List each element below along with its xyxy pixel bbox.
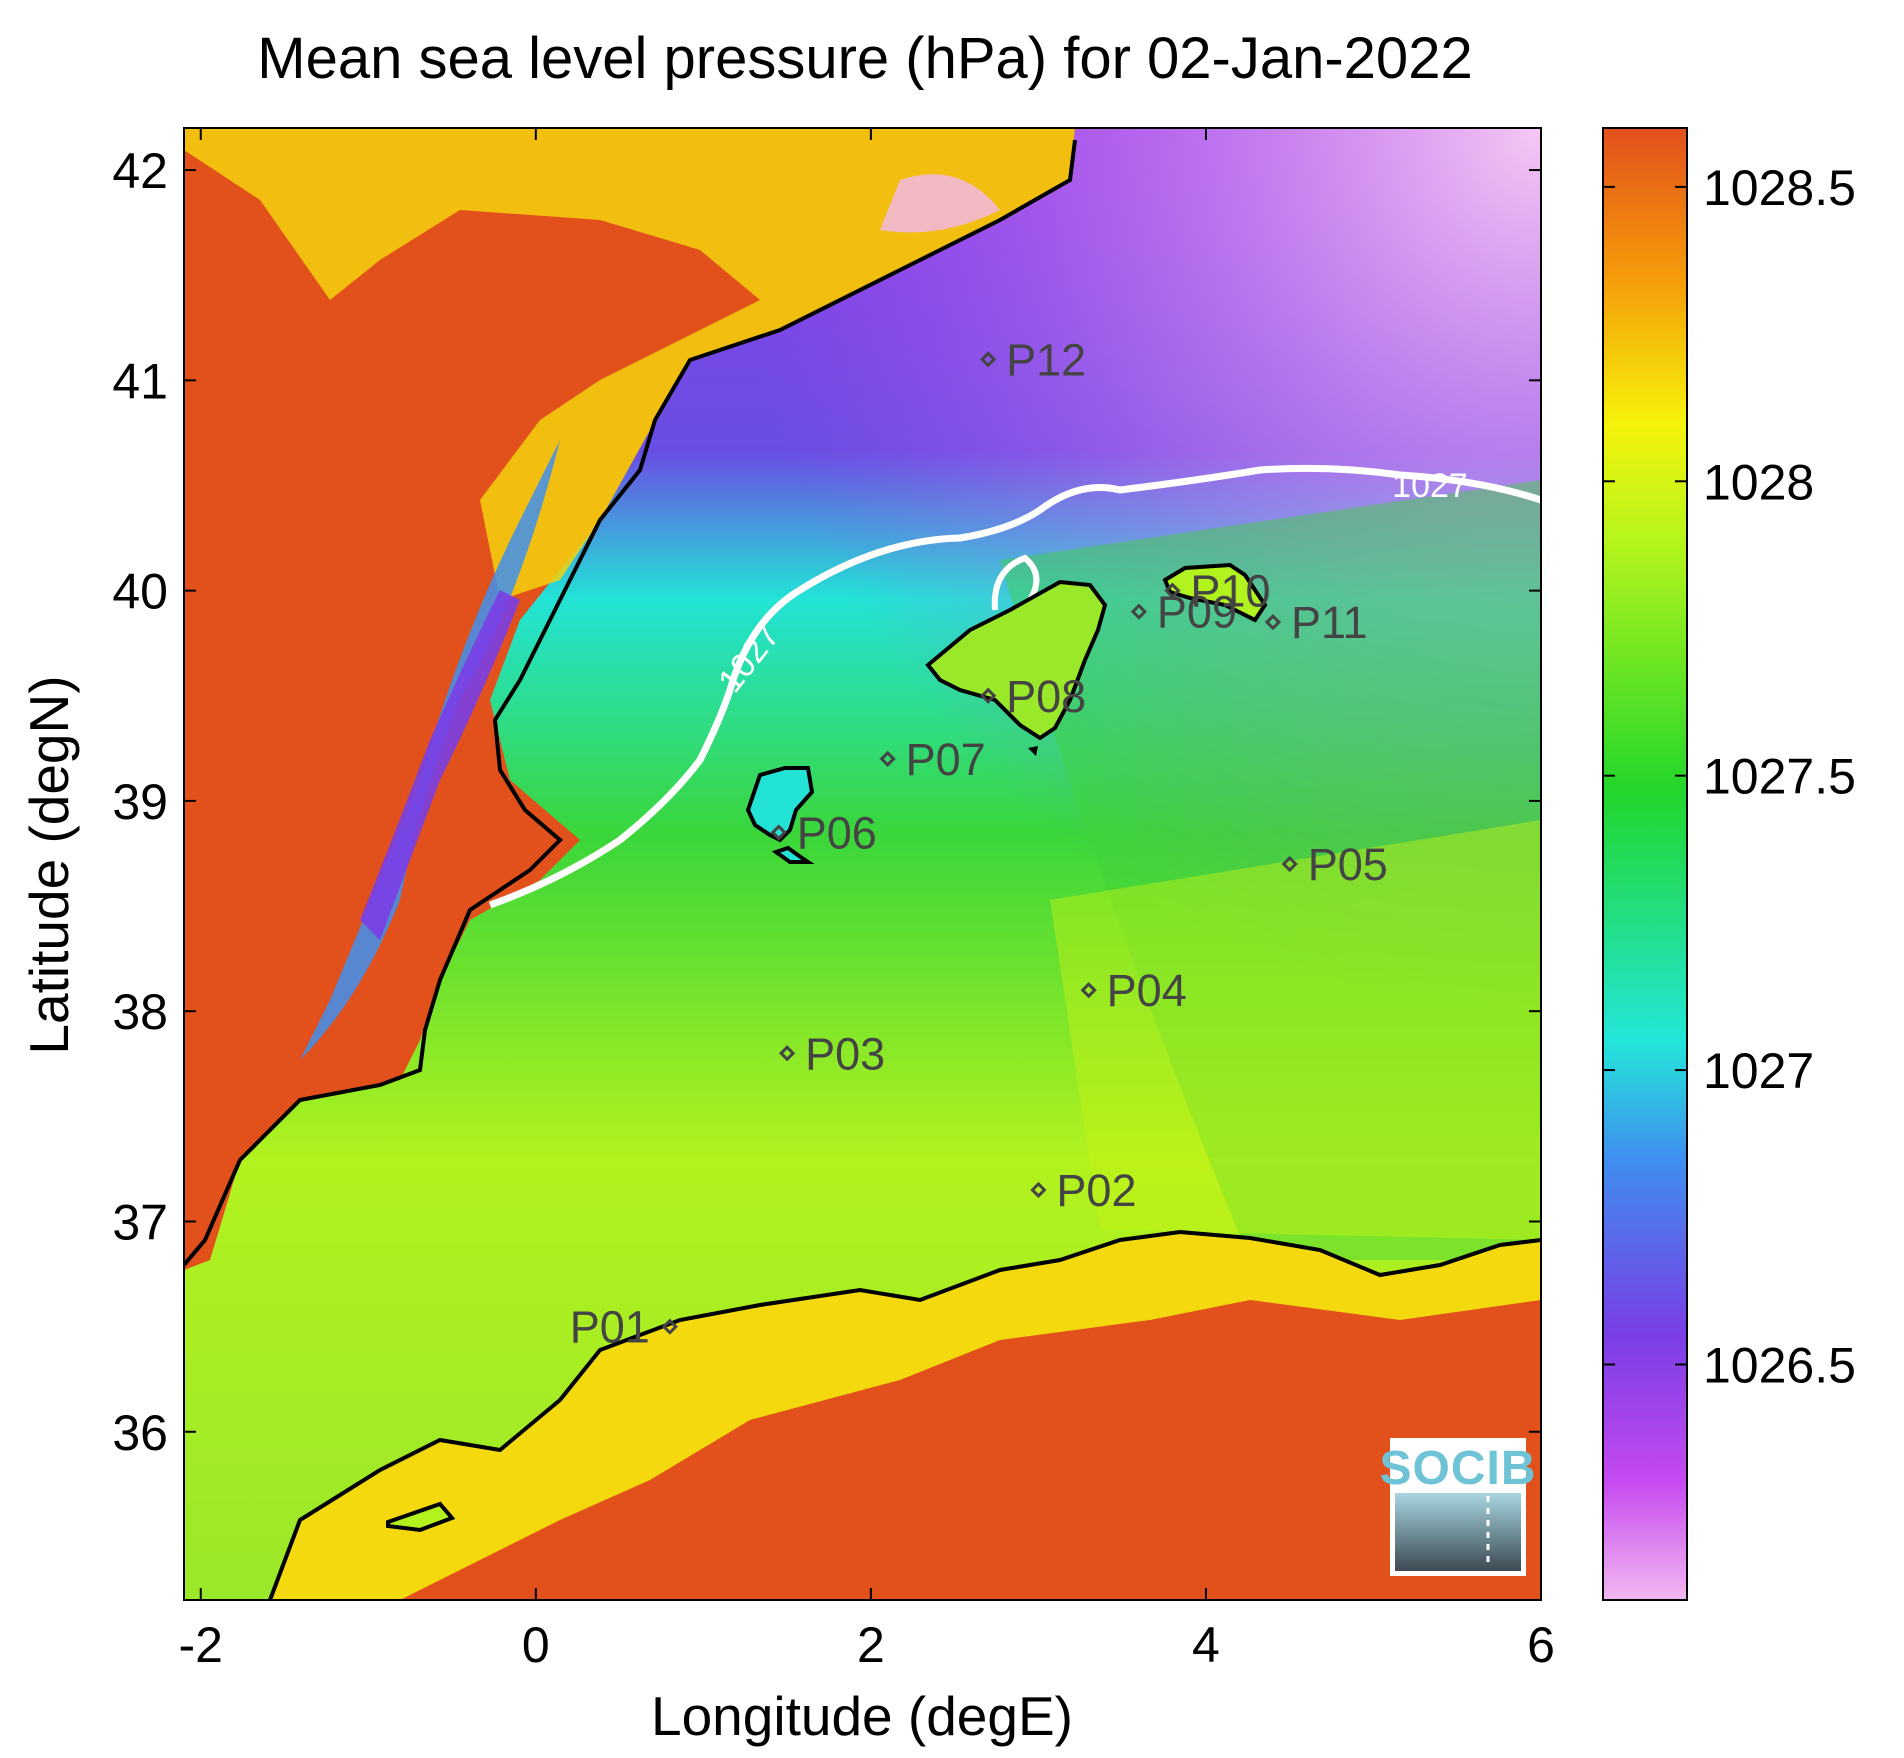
station-label: P05	[1308, 839, 1388, 890]
alboran-island	[386, 1501, 456, 1533]
ibiza-island	[745, 766, 815, 843]
formentera-island	[771, 845, 815, 864]
contour-label-east: 1027	[1392, 467, 1468, 505]
chart-title: Mean sea level pressure (hPa) for 02-Jan…	[257, 26, 1472, 91]
colorbar-gradient	[1603, 128, 1687, 1600]
station-label: P12	[1006, 334, 1086, 385]
x-tick-label: -2	[179, 1617, 223, 1673]
station-marker	[778, 1045, 796, 1062]
colorbar-tick-label: 1026.5	[1703, 1337, 1856, 1393]
iberia-highland	[184, 128, 1075, 600]
africa-coastline	[268, 1229, 1541, 1600]
station-label: P07	[906, 734, 986, 785]
colorbar: 1026.5 1027 1027.5 1028 1028.5	[1602, 127, 1856, 1601]
menorca-island	[1162, 562, 1268, 623]
logo-gradient	[1395, 1493, 1521, 1571]
colorbar-ticks: 1026.5 1027 1027.5 1028 1028.5	[1603, 160, 1856, 1393]
station-marker	[879, 750, 896, 767]
y-tick-label: 36	[112, 1405, 168, 1461]
cabrera-island	[1028, 746, 1038, 756]
africa-coastal-band	[270, 1232, 1541, 1600]
y-tick-label: 40	[112, 564, 168, 620]
station-label: P06	[797, 807, 877, 858]
map-area	[184, 128, 1541, 1600]
station-label: P04	[1107, 965, 1187, 1016]
station-marker	[1080, 982, 1097, 999]
y-tick-label: 42	[112, 143, 168, 199]
iberia-land	[184, 128, 1075, 1270]
station-label: P02	[1056, 1165, 1136, 1216]
x-tick-label: 0	[522, 1617, 550, 1673]
station-label: P03	[805, 1028, 885, 1079]
x-tick-label: 2	[857, 1617, 885, 1673]
station-marker	[980, 687, 997, 704]
station-label: P10	[1190, 566, 1270, 617]
station-marker	[1264, 614, 1282, 631]
station-marker	[770, 824, 787, 841]
colorbar-tick-label: 1027.5	[1703, 749, 1856, 805]
sea-yellow-band	[1050, 820, 1541, 1240]
coastal-purple-strip	[360, 590, 520, 940]
station-marker	[661, 1318, 678, 1335]
mallorca-island	[925, 579, 1108, 741]
x-tick-label: 6	[1527, 1617, 1555, 1673]
socib-logo: SOCIB	[1379, 1438, 1536, 1576]
colorbar-frame	[1602, 127, 1688, 1601]
colorbar-tick-label: 1028	[1703, 454, 1814, 510]
station-label: P01	[570, 1302, 650, 1353]
logo-text: SOCIB	[1379, 1442, 1536, 1495]
contour-1027-loop	[991, 554, 1040, 611]
y-tick-label: 38	[112, 984, 168, 1040]
x-axis: -2 0 2 4 6	[179, 128, 1555, 1673]
pink-patch	[880, 174, 1000, 233]
map-frame	[183, 127, 1542, 1601]
colorbar-tick-label: 1028.5	[1703, 160, 1856, 216]
y-axis-label-group: Latitude (degN)	[18, 675, 80, 1054]
y-tick-label: 41	[112, 353, 168, 409]
colorbar-tick-label: 1027	[1703, 1043, 1814, 1099]
sea-green-band	[1000, 480, 1541, 1260]
station-label: P11	[1291, 597, 1368, 648]
station-marker	[1030, 1181, 1047, 1199]
station-marker	[1281, 855, 1298, 873]
station-marker	[1130, 603, 1148, 620]
y-axis-label: Latitude (degN)	[18, 675, 80, 1054]
x-axis-label: Longitude (degE)	[651, 1685, 1073, 1747]
iberia-coastline	[184, 139, 1077, 1267]
contour-1027	[488, 464, 1541, 909]
y-tick-label: 39	[112, 774, 168, 830]
y-axis: 36 37 38 39 40 41 42	[112, 143, 1541, 1461]
station-label: P08	[1006, 671, 1086, 722]
station-marker	[980, 351, 997, 368]
x-tick-label: 4	[1192, 1617, 1220, 1673]
africa-land	[270, 1232, 1541, 1600]
station-marker	[1164, 582, 1181, 599]
y-tick-label: 37	[112, 1194, 168, 1250]
